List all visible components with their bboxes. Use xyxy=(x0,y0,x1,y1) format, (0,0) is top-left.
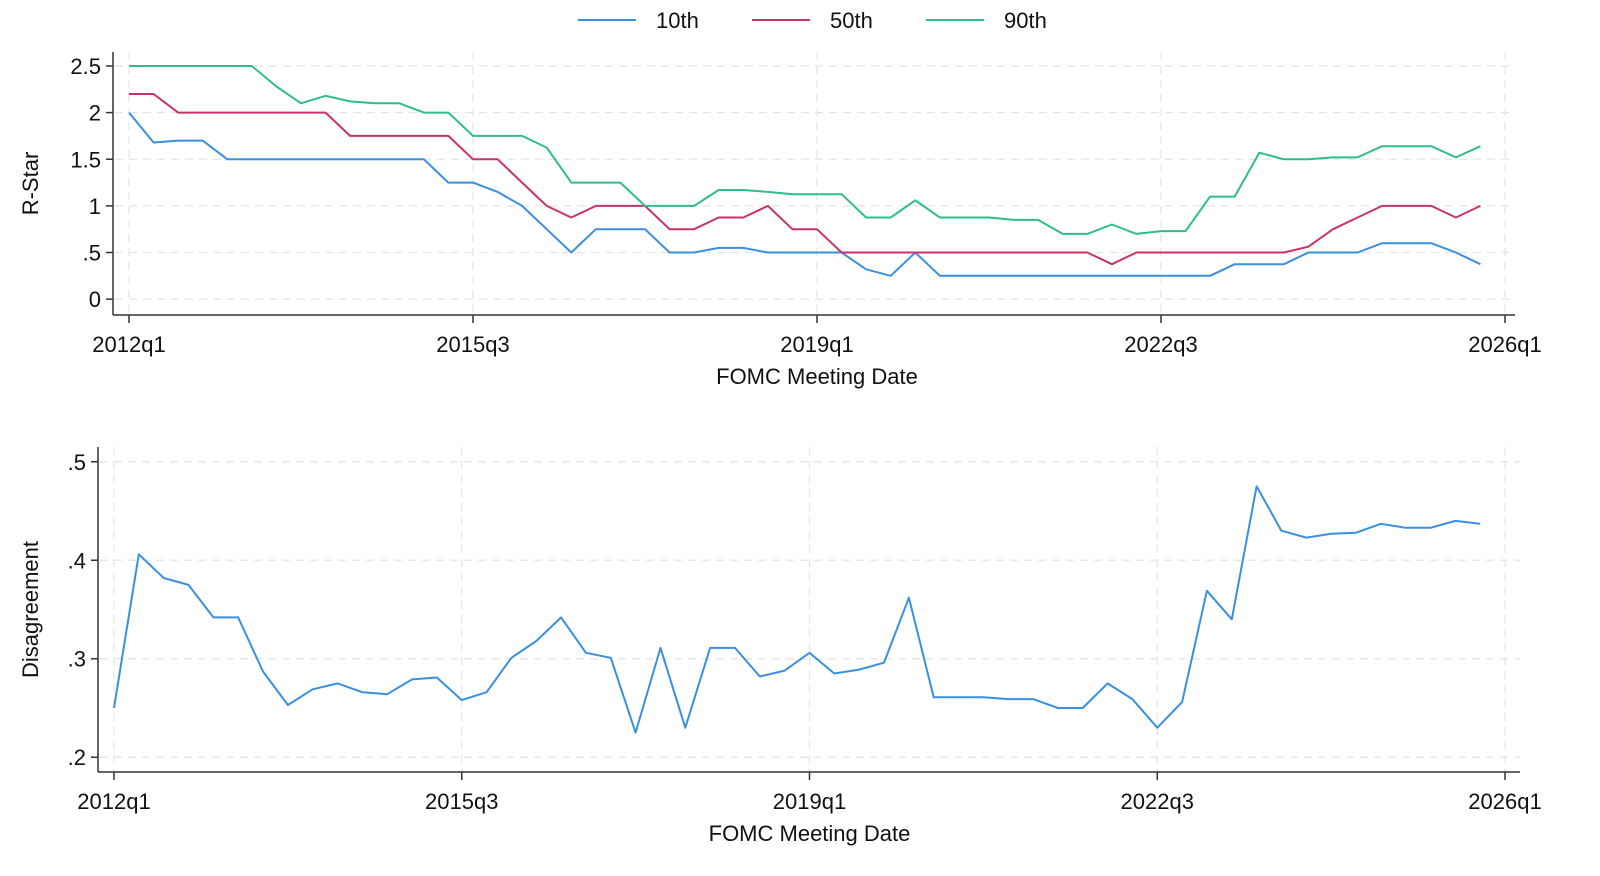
y-tick-label: .4 xyxy=(68,548,86,573)
disagreement-panel: .2 .3 .4 .5 2012q1 2015q3 2019q1 2022q3 2026q1 FO… xyxy=(18,447,1542,846)
legend: 10th 50th 90th xyxy=(578,8,1047,33)
x-tick-label: 2012q1 xyxy=(77,789,150,814)
legend-label-10th: 10th xyxy=(656,8,699,33)
series-line-10th xyxy=(128,111,1481,277)
y-tick-label: .5 xyxy=(83,241,101,266)
x-axis-label: FOMC Meeting Date xyxy=(716,364,918,389)
x-axis-label: FOMC Meeting Date xyxy=(709,821,911,846)
legend-label-90th: 90th xyxy=(1004,8,1047,33)
series-line-series-0 xyxy=(113,485,1481,734)
x-tick-label: 2015q3 xyxy=(436,332,509,357)
y-tick-label: 2 xyxy=(89,101,101,126)
y-tick-label: 1.5 xyxy=(70,147,101,172)
series-line-90th xyxy=(129,65,1481,235)
legend-label-50th: 50th xyxy=(830,8,873,33)
x-tick-label: 2015q3 xyxy=(425,789,498,814)
y-axis-label: Disagreement xyxy=(18,541,43,678)
y-tick-label: 1 xyxy=(89,194,101,219)
x-tick-label: 2022q3 xyxy=(1121,789,1194,814)
x-tick-label: 2026q1 xyxy=(1468,789,1541,814)
y-axis-label: R-Star xyxy=(18,152,43,216)
y-tick-label: 2.5 xyxy=(70,54,101,79)
x-tick-label: 2019q1 xyxy=(773,789,846,814)
x-tick-label: 2012q1 xyxy=(92,332,165,357)
x-tick-label: 2019q1 xyxy=(780,332,853,357)
y-tick-label: .2 xyxy=(68,745,86,770)
y-tick-label: .5 xyxy=(68,450,86,475)
y-tick-label: 0 xyxy=(89,287,101,312)
rstar-panel: 0 .5 1 1.5 2 2.5 2012q1 2015q3 2019q1 2022q3 2026q… xyxy=(18,52,1542,389)
x-tick-label: 2026q1 xyxy=(1468,332,1541,357)
series-line-50th xyxy=(129,93,1481,266)
x-tick-label: 2022q3 xyxy=(1124,332,1197,357)
y-tick-label: .3 xyxy=(68,647,86,672)
